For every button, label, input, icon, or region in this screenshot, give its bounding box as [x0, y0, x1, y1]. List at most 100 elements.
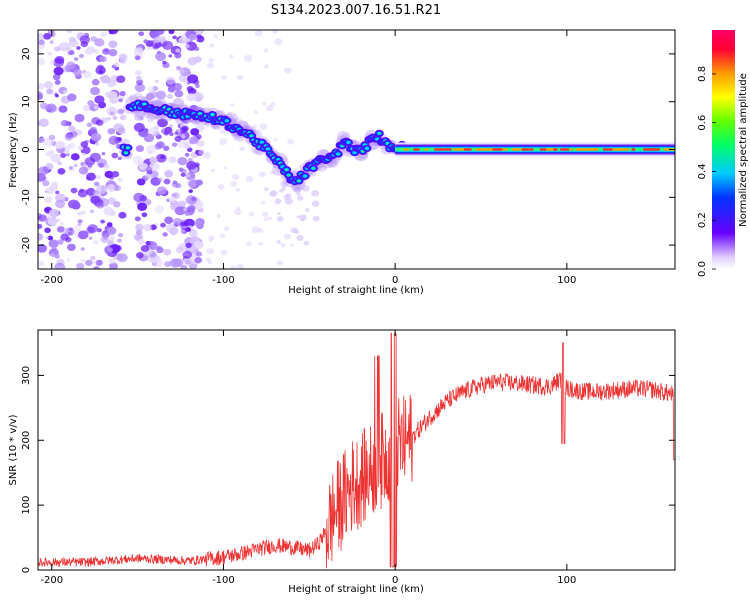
spectral-blob: [186, 160, 197, 170]
spectral-blob: [73, 163, 78, 168]
spectral-blob: [76, 46, 81, 50]
spectral-blob: [116, 253, 128, 263]
spectral-blob: [244, 54, 253, 62]
spectral-blob: [258, 171, 266, 178]
spectral-blob: [107, 128, 116, 135]
spectral-blob: [207, 260, 213, 265]
spectral-blob: [107, 247, 113, 253]
spectral-blob: [181, 168, 187, 174]
spectral-blob: [77, 189, 88, 198]
spectral-blob: [66, 243, 76, 251]
spectral-blob: [261, 101, 267, 106]
spectral-blob: [137, 202, 148, 211]
spectral-blob: [54, 79, 61, 85]
spectral-blob: [68, 227, 74, 232]
band-peak: [586, 148, 597, 151]
spectral-blob: [187, 74, 199, 84]
spectral-blob: [184, 43, 190, 49]
ridge-blob-core: [224, 119, 230, 123]
spectral-blob: [53, 66, 64, 76]
spectral-blob: [230, 103, 235, 107]
y-tick-label: 10: [21, 95, 32, 108]
colorbar-tick-label: 0.8: [697, 66, 708, 82]
spectral-blob: [103, 235, 108, 240]
band-peak: [403, 148, 409, 151]
spectral-blob: [179, 127, 188, 134]
spectral-blob: [60, 119, 69, 127]
ridge-blob-peak: [287, 174, 290, 177]
spectral-blob: [103, 206, 114, 216]
spectral-blob: [38, 118, 49, 127]
x-tick-label: 100: [557, 275, 576, 286]
x-tick-label: -100: [212, 275, 235, 286]
spectral-blob: [213, 34, 218, 39]
spectral-blob: [108, 235, 115, 241]
spectral-blob: [235, 187, 241, 192]
x-tick-label: -200: [40, 575, 63, 586]
spectral-blob: [164, 216, 174, 224]
spectral-blob: [155, 51, 167, 62]
spectral-blob: [106, 117, 112, 121]
spectral-blob: [299, 214, 307, 221]
spectral-blob: [134, 115, 142, 121]
spectral-blob: [133, 122, 145, 132]
spectral-blob: [174, 131, 179, 136]
spectral-blob: [178, 36, 187, 45]
spectrogram-x-axis-label: Height of straight line (km): [288, 285, 424, 296]
band-peak: [674, 148, 675, 151]
spectral-blob: [95, 259, 103, 266]
spectral-blob: [117, 177, 124, 183]
spectral-blob: [296, 215, 301, 219]
spectral-blob: [118, 53, 128, 61]
spectral-blob: [184, 218, 195, 228]
spectral-blob: [195, 84, 200, 89]
spectral-blob: [48, 239, 59, 248]
spectral-blob: [134, 69, 142, 76]
spectral-blob: [108, 258, 116, 264]
spectral-blob: [141, 212, 148, 218]
spectral-blob: [164, 261, 172, 267]
snr-x-ticks: -200 -100 0 100: [40, 330, 576, 586]
spectral-blob: [276, 216, 284, 222]
spectral-blob: [316, 162, 328, 172]
spectral-blob: [134, 216, 141, 222]
band-peak: [521, 148, 529, 151]
colorbar-tick-label: 0.4: [697, 163, 708, 179]
spectral-blob: [92, 190, 100, 196]
spectral-blob: [119, 90, 126, 97]
spectral-blob: [167, 85, 176, 93]
spectral-blob: [136, 75, 142, 81]
spectral-blob: [80, 259, 85, 263]
spectral-blob: [184, 143, 191, 149]
spectral-blob: [38, 39, 45, 46]
spectral-blob: [174, 90, 184, 98]
spectral-blob: [117, 238, 122, 243]
band-peak: [631, 148, 636, 151]
spectral-blob: [151, 99, 160, 107]
spectral-blob: [175, 65, 182, 71]
spectral-blob: [77, 212, 82, 216]
spectral-blob: [89, 126, 97, 133]
spectral-blob: [180, 229, 185, 233]
spectral-blob: [140, 245, 150, 253]
band-peak: [592, 148, 599, 151]
spectral-blob: [236, 206, 241, 211]
spectral-blob: [135, 145, 145, 153]
band-peak: [443, 148, 452, 151]
spectral-blob: [258, 241, 264, 246]
band-peak: [463, 148, 472, 151]
spectral-blob: [113, 185, 122, 192]
spectral-blob: [188, 189, 193, 193]
spectral-blob: [149, 127, 158, 135]
spectral-blob: [87, 224, 98, 233]
spectral-blob: [106, 222, 113, 227]
spectral-blob: [108, 135, 120, 145]
y-tick-label: 0: [21, 567, 32, 573]
spectral-blob: [68, 125, 76, 132]
spectral-blob: [186, 93, 197, 102]
spectral-blob: [93, 266, 100, 269]
spectral-blob: [187, 205, 196, 212]
spectral-blob: [66, 30, 73, 34]
spectral-blob: [195, 251, 203, 257]
spectral-blob: [81, 152, 86, 157]
